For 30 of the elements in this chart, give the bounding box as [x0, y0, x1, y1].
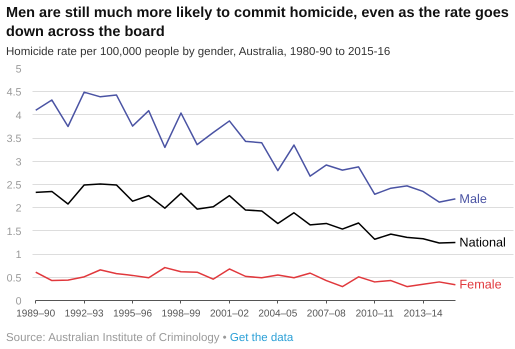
- x-tick-label: 2004–05: [258, 308, 298, 320]
- y-tick-label: 2.5: [6, 180, 22, 192]
- x-tick-label: 2010–11: [356, 308, 394, 320]
- y-tick-label: 0.5: [6, 272, 22, 285]
- y-tick-label: 3: [16, 156, 22, 169]
- y-tick-label: 5: [16, 64, 22, 76]
- x-tick-label: 2007–08: [306, 308, 346, 320]
- chart-title: Men are still much more likely to commit homicide, even as the rate goes down across the board: [6, 4, 510, 42]
- y-tick-label: 1: [16, 250, 22, 262]
- y-tick-label: 1.5: [6, 226, 22, 238]
- x-tick-label: 1998–99: [162, 308, 201, 320]
- y-tick-label: 2: [16, 203, 22, 216]
- series-label: National: [459, 236, 506, 250]
- text: Get the data: [230, 332, 294, 344]
- y-tick-label: 4.5: [6, 87, 22, 100]
- x-tick-label: 2013–14: [404, 308, 444, 320]
- series-label: Male: [459, 192, 487, 206]
- y-tick-label: 4: [16, 110, 22, 122]
- line-series: [34, 92, 456, 204]
- x-tick-label: 1989–90: [16, 308, 56, 320]
- x-tick-label: 1995–96: [113, 308, 152, 320]
- series-label: Female: [459, 278, 502, 292]
- source-note: Source: Australian Institute of Criminology •: [6, 332, 227, 344]
- x-tick-label: 1992–93: [64, 308, 104, 320]
- x-tick-label: 2001–02: [210, 308, 250, 320]
- line-series: [34, 267, 456, 288]
- y-tick-label: 0: [16, 296, 22, 308]
- line-series: [34, 184, 456, 244]
- y-tick-label: 3.5: [6, 134, 22, 146]
- chart-subtitle: Homicide rate per 100,000 people by gender, Australia, 1980-90 to 2015-16: [6, 45, 390, 60]
